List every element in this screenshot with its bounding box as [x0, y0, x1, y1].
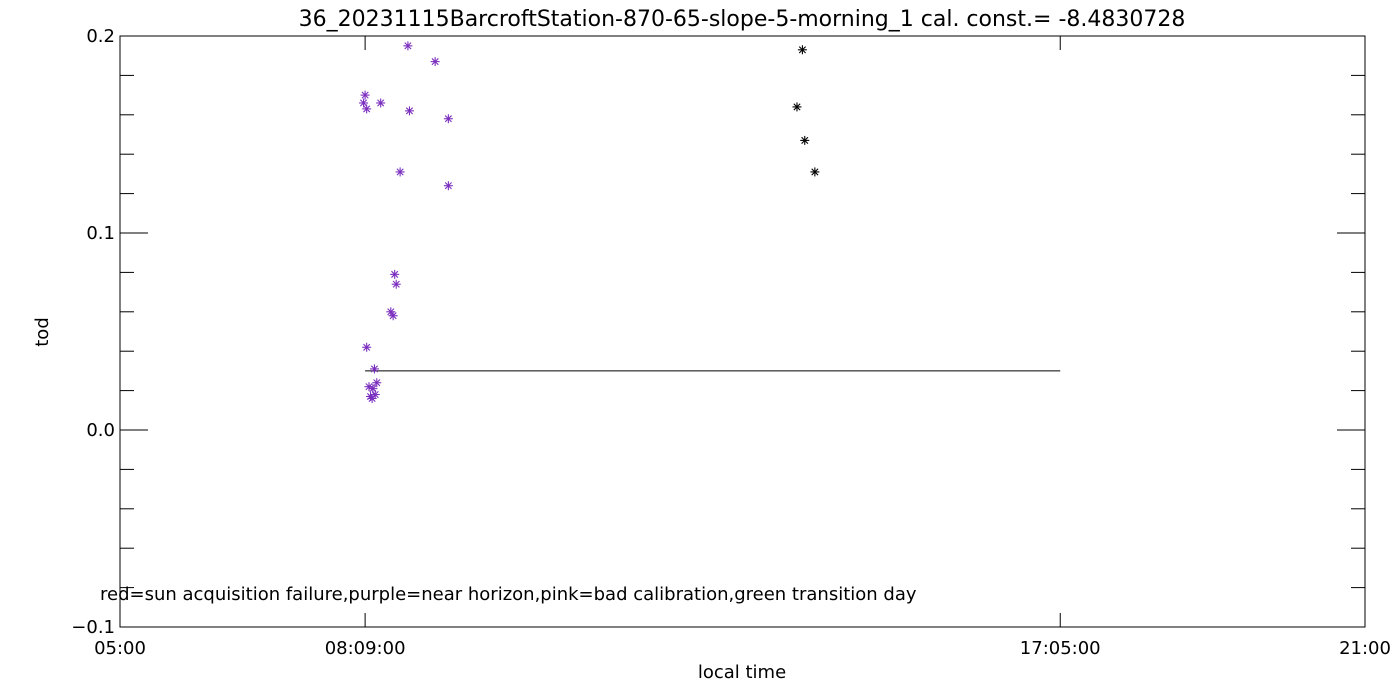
data-point — [390, 269, 400, 279]
data-point — [800, 135, 810, 145]
legend-note: red=sun acquisition failure,purple=near … — [100, 584, 917, 605]
ticks-layer: −0.1 0.0 0.1 0.2 05:00 08:09:00 17:05:00 21:00 — [71, 26, 1391, 659]
plot-frame — [119, 35, 1366, 628]
data-point — [362, 342, 372, 352]
data-point — [391, 279, 401, 289]
data-point — [810, 167, 820, 177]
data-point — [403, 41, 413, 51]
x-tick-label: 08:09:00 — [325, 638, 406, 659]
x-tick-label: 21:00 — [1339, 638, 1391, 659]
y-axis-label: tod — [32, 317, 53, 347]
x-tick-label: 05:00 — [94, 638, 146, 659]
y-tick-label: −0.1 — [71, 617, 115, 638]
data-point — [797, 45, 807, 55]
data-point — [430, 57, 440, 67]
data-point — [372, 378, 382, 388]
chart-title: 36_20231115BarcroftStation-870-65-slope-… — [299, 7, 1186, 32]
data-point — [362, 104, 372, 114]
data-point — [369, 364, 379, 374]
data-point — [443, 114, 453, 124]
data-point — [443, 181, 453, 191]
data-point — [395, 167, 405, 177]
x-axis-label: local time — [698, 662, 786, 683]
y-tick-label: 0.0 — [86, 420, 115, 441]
data-point — [792, 102, 802, 112]
points-layer — [359, 41, 820, 403]
data-point — [404, 106, 414, 116]
data-point — [364, 382, 374, 392]
y-tick-label: 0.1 — [86, 223, 115, 244]
data-point — [376, 98, 386, 108]
y-tick-label: 0.2 — [86, 26, 115, 47]
data-point — [388, 311, 398, 321]
x-tick-label: 17:05:00 — [1020, 638, 1101, 659]
data-point — [360, 90, 370, 100]
data-point — [367, 393, 377, 403]
